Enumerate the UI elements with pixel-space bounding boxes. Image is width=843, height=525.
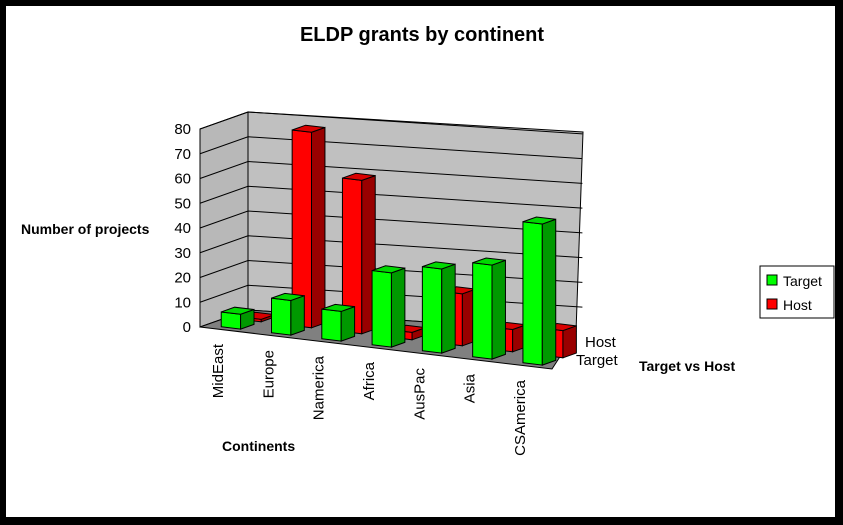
bar-target-MidEast [220, 306, 255, 330]
y-tick-label: 20 [174, 270, 191, 287]
y-tick-label: 30 [174, 245, 191, 262]
z-axis-title: Target vs Host [639, 358, 736, 374]
gridline [199, 235, 583, 259]
gridline [199, 259, 583, 283]
bar-host-Namerica [341, 172, 376, 335]
bar-target-Europe [271, 292, 305, 336]
bar-target-Asia [472, 257, 506, 360]
y-tick-label: 70 [174, 146, 191, 163]
category-label: Asia [462, 373, 479, 403]
y-tick-label: 10 [174, 294, 191, 311]
category-label: AusPac [411, 368, 428, 420]
legend-label-target: Target [783, 273, 822, 289]
category-label: Europe [260, 350, 277, 398]
bar-host-Europe [291, 124, 326, 329]
y-tick-label: 60 [174, 171, 191, 188]
category-labels: MidEast Europe Namerica Africa AusPac Asia CSA… [210, 343, 529, 456]
target-series [220, 216, 557, 366]
y-axis-title: Number of projects [21, 221, 150, 237]
gridline [199, 136, 583, 160]
bar-target-Africa [371, 265, 406, 348]
legend: Target Host [759, 265, 835, 319]
y-axis-ticks: 0 10 20 30 40 50 60 70 80 [174, 121, 191, 336]
legend-swatch-target [766, 274, 778, 286]
legend-swatch-host [766, 298, 778, 310]
category-label: Africa [361, 361, 378, 400]
category-label: MidEast [210, 343, 227, 398]
chart-title: ELDP grants by continent [300, 24, 544, 46]
y-tick-label: 40 [174, 220, 191, 237]
legend-label-host: Host [783, 297, 812, 313]
gridline [199, 185, 583, 209]
gridline [199, 111, 583, 135]
bar-target-CSAmerica [522, 216, 557, 366]
bar-target-AusPac [421, 261, 456, 354]
y-tick-label: 50 [174, 195, 191, 212]
y-tick-label: 0 [183, 319, 191, 336]
depth-label-target: Target [576, 352, 619, 369]
x-axis-title: Continents [222, 438, 295, 454]
gridline [199, 210, 583, 234]
category-label: Namerica [311, 355, 328, 420]
gridline [199, 160, 583, 184]
depth-label-host: Host [585, 334, 617, 351]
category-label: CSAmerica [512, 379, 529, 456]
bar-target-Namerica [321, 303, 356, 342]
y-tick-label: 80 [174, 121, 191, 138]
